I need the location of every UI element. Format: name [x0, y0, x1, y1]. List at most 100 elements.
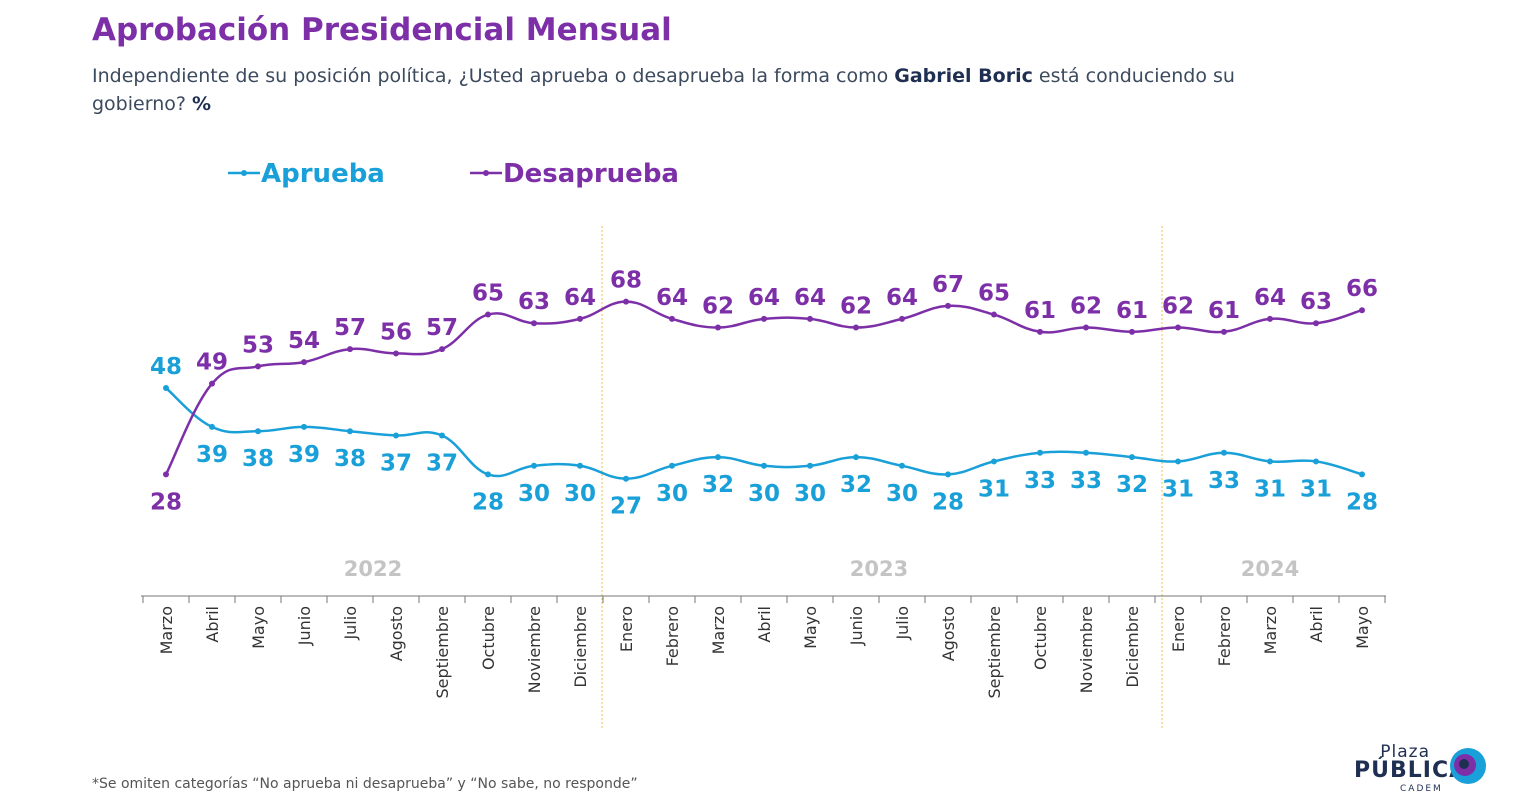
data-label-desaprueba: 64: [1254, 285, 1286, 311]
data-point-desaprueba: [485, 311, 491, 318]
data-label-desaprueba: 65: [472, 281, 504, 307]
data-point-aprueba: [393, 432, 399, 439]
data-point-desaprueba: [1037, 328, 1043, 335]
data-point-desaprueba: [853, 324, 859, 331]
x-tick-label-julio: Julio: [893, 606, 912, 641]
data-label-desaprueba: 62: [840, 294, 872, 320]
data-point-desaprueba: [1175, 324, 1181, 331]
data-label-desaprueba: 57: [426, 315, 458, 341]
subtitle-president-name: Gabriel Boric: [894, 65, 1033, 87]
x-tick-label-octubre: Octubre: [479, 606, 498, 670]
data-point-desaprueba: [393, 350, 399, 357]
data-label-desaprueba: 63: [1300, 289, 1332, 315]
legend-label-aprueba: Aprueba: [261, 159, 385, 189]
data-point-desaprueba: [899, 315, 905, 322]
year-label-2024: 2024: [1241, 557, 1299, 581]
x-tick-label-octubre: Octubre: [1031, 606, 1050, 670]
data-label-desaprueba: 53: [242, 332, 274, 358]
x-tick-label-febrero: Febrero: [663, 606, 682, 666]
x-tick-label-julio: Julio: [341, 606, 360, 641]
data-point-aprueba: [899, 462, 905, 469]
data-point-aprueba: [991, 458, 997, 465]
data-label-desaprueba: 64: [886, 285, 918, 311]
x-tick-label-mayo: Mayo: [249, 606, 268, 649]
data-label-aprueba: 28: [1346, 489, 1378, 515]
x-tick-label-enero: Enero: [617, 606, 636, 652]
data-label-aprueba: 31: [978, 476, 1010, 502]
data-label-desaprueba: 61: [1024, 298, 1056, 324]
data-point-desaprueba: [807, 315, 813, 322]
data-point-desaprueba: [1221, 328, 1227, 335]
data-point-aprueba: [1129, 454, 1135, 461]
x-tick-label-marzo: Marzo: [157, 606, 176, 654]
data-point-aprueba: [439, 432, 445, 439]
x-tick-label-agosto: Agosto: [387, 606, 406, 661]
x-tick-label-diciembre: Diciembre: [1123, 606, 1142, 688]
x-tick-label-noviembre: Noviembre: [525, 606, 544, 693]
data-label-desaprueba: 62: [1162, 294, 1194, 320]
data-label-aprueba: 31: [1254, 476, 1286, 502]
data-label-desaprueba: 61: [1208, 298, 1240, 324]
data-label-aprueba: 28: [472, 489, 504, 515]
data-label-aprueba: 30: [564, 481, 596, 507]
data-label-aprueba: 32: [1116, 472, 1148, 498]
data-label-aprueba: 33: [1070, 468, 1102, 494]
data-label-aprueba: 30: [886, 481, 918, 507]
x-tick-label-abril: Abril: [203, 606, 222, 643]
data-point-desaprueba: [1267, 315, 1273, 322]
data-label-aprueba: 32: [702, 472, 734, 498]
data-point-desaprueba: [1129, 328, 1135, 335]
x-tick-label-abril: Abril: [755, 606, 774, 643]
logo-publica-text: PÚBLICA: [1354, 758, 1468, 783]
data-label-aprueba: 38: [334, 446, 366, 472]
data-label-aprueba: 27: [610, 494, 642, 520]
x-tick-label-junio: Junio: [295, 606, 314, 646]
data-point-desaprueba: [669, 315, 675, 322]
year-label-2023: 2023: [850, 557, 908, 581]
data-label-aprueba: 28: [932, 489, 964, 515]
x-tick-label-marzo: Marzo: [709, 606, 728, 654]
subtitle-percent: %: [191, 93, 212, 115]
data-label-aprueba: 48: [150, 354, 182, 380]
data-label-desaprueba: 62: [1070, 294, 1102, 320]
data-point-aprueba: [255, 428, 261, 435]
data-point-aprueba: [945, 471, 951, 478]
data-point-desaprueba: [1083, 324, 1089, 331]
data-point-desaprueba: [715, 324, 721, 331]
x-tick-label-febrero: Febrero: [1215, 606, 1234, 666]
data-point-desaprueba: [301, 359, 307, 366]
data-point-aprueba: [1267, 458, 1273, 465]
x-tick-label-enero: Enero: [1169, 606, 1188, 652]
data-point-desaprueba: [623, 298, 629, 305]
legend-marker-desaprueba: [483, 170, 489, 176]
data-label-desaprueba: 62: [702, 294, 734, 320]
data-point-aprueba: [1083, 449, 1089, 456]
data-label-aprueba: 37: [426, 451, 458, 477]
footnote: *Se omiten categorías “No aprueba ni des…: [92, 776, 638, 792]
data-label-desaprueba: 64: [794, 285, 826, 311]
data-label-desaprueba: 64: [564, 285, 596, 311]
data-label-desaprueba: 56: [380, 319, 412, 345]
data-label-desaprueba: 65: [978, 281, 1010, 307]
data-label-desaprueba: 66: [1346, 276, 1378, 302]
logo-plaza-text: Plaza: [1380, 742, 1430, 762]
plaza-publica-logo: Plaza PÚBLICA CADEM: [1352, 742, 1502, 802]
data-label-aprueba: 37: [380, 451, 412, 477]
data-point-aprueba: [163, 385, 169, 391]
chart-title: Aprobación Presidencial Mensual: [92, 12, 672, 48]
data-point-desaprueba: [991, 311, 997, 318]
data-label-aprueba: 30: [794, 481, 826, 507]
data-point-desaprueba: [255, 363, 261, 370]
data-label-desaprueba: 64: [748, 285, 780, 311]
x-tick-label-agosto: Agosto: [939, 606, 958, 661]
data-label-aprueba: 30: [748, 481, 780, 507]
data-label-desaprueba: 63: [518, 289, 550, 315]
data-point-aprueba: [807, 462, 813, 469]
x-tick-label-abril: Abril: [1307, 606, 1326, 643]
data-label-desaprueba: 57: [334, 315, 366, 341]
data-point-aprueba: [485, 471, 491, 478]
data-point-aprueba: [1175, 458, 1181, 465]
chart-subtitle: Independiente de su posición política, ¿…: [92, 62, 1292, 118]
subtitle-text-2: está conduciendo su gobierno?: [92, 65, 1235, 115]
